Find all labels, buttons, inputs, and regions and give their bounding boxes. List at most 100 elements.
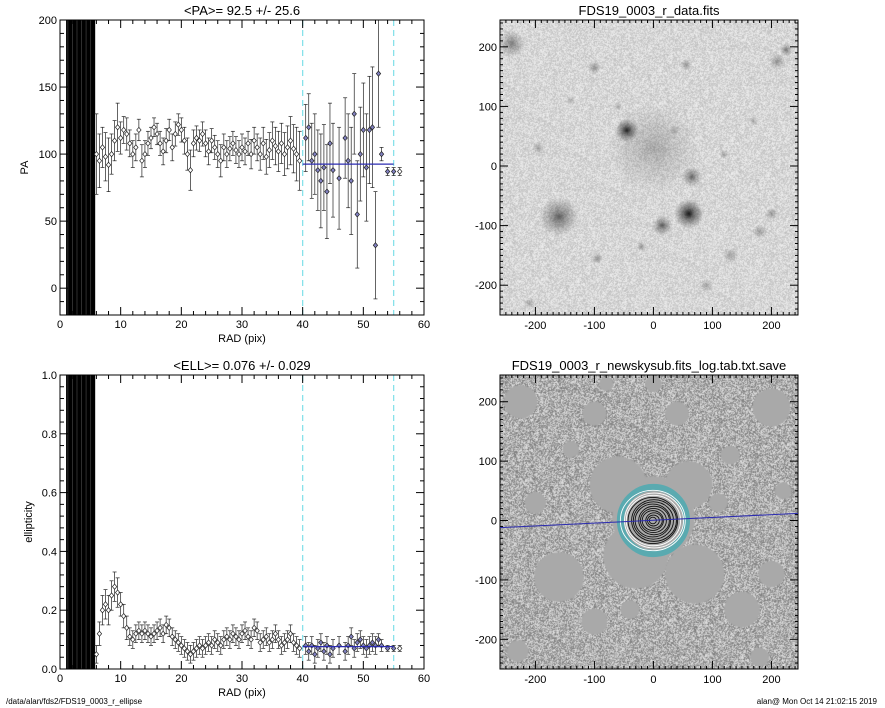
data-point — [218, 157, 224, 164]
data-point — [230, 140, 236, 147]
x-tick-label: 40 — [297, 673, 309, 685]
data-point — [178, 126, 184, 134]
data-point — [133, 630, 139, 637]
data-point — [312, 150, 318, 158]
y-tick-label: 1.0 — [42, 370, 57, 382]
x-tick-label: -200 — [524, 320, 546, 332]
data-point — [184, 648, 191, 655]
data-point — [181, 137, 188, 144]
data-point — [130, 150, 136, 158]
data-point — [378, 150, 385, 158]
data-point — [257, 639, 263, 646]
isophote-ellipse — [625, 494, 682, 547]
y-tick-label: 0.6 — [42, 488, 57, 500]
data-point — [293, 642, 300, 649]
isophote-ellipse — [634, 503, 671, 538]
data-point — [154, 130, 160, 138]
data-point — [121, 126, 127, 134]
data-point — [145, 630, 151, 637]
x-tick-label: 60 — [418, 673, 430, 685]
data-point — [224, 633, 230, 640]
x-tick-label: 100 — [703, 674, 721, 686]
data-point — [342, 648, 348, 655]
data-point — [145, 140, 151, 147]
y-tick-label: 0 — [491, 516, 497, 528]
data-point — [175, 121, 181, 128]
x-tick-label: -100 — [583, 320, 605, 332]
x-tick-label: 200 — [762, 320, 780, 332]
data-point — [111, 583, 118, 590]
data-point — [136, 627, 142, 634]
data-point — [348, 633, 354, 640]
data-point — [366, 642, 373, 649]
data-point — [163, 137, 169, 144]
data-point — [148, 134, 154, 142]
data-point — [236, 636, 242, 643]
data-point — [245, 633, 251, 640]
x-tick-label: 30 — [236, 673, 248, 685]
data-point — [108, 592, 115, 599]
x-tick-label: 0 — [57, 673, 63, 685]
image-title: FDS19_0003_r_newskysub.fits_log.tab.txt.… — [512, 358, 787, 373]
data-point — [142, 627, 148, 634]
plot-title: <ELL>= 0.076 +/- 0.029 — [173, 358, 310, 373]
data-point — [330, 167, 336, 174]
footer-user-timestamp: alan@ Mon Oct 14 21:02:15 2019 — [756, 697, 877, 706]
data-point — [306, 648, 312, 655]
data-point — [281, 150, 288, 158]
data-point — [306, 124, 312, 131]
data-point — [209, 642, 215, 649]
data-point — [357, 150, 363, 158]
y-tick-label: 100 — [39, 149, 57, 161]
data-point — [236, 150, 242, 158]
data-point — [287, 630, 294, 637]
y-tick-label: 200 — [39, 15, 57, 27]
data-point — [142, 150, 148, 158]
data-point — [169, 144, 175, 151]
data-point — [230, 630, 236, 637]
data-point — [114, 124, 121, 131]
isophote-ellipse — [631, 499, 677, 542]
y-tick-label: 150 — [39, 82, 57, 94]
data-point — [251, 137, 257, 144]
data-point — [172, 130, 178, 138]
y-tick-label: 100 — [479, 101, 497, 113]
data-point — [315, 167, 321, 174]
data-point — [102, 153, 109, 160]
data-point — [375, 70, 382, 77]
data-point — [348, 177, 354, 185]
x-tick-label: 60 — [418, 319, 430, 331]
data-point — [196, 137, 203, 144]
y-tick-label: -100 — [475, 575, 497, 587]
data-point — [127, 140, 133, 147]
data-point — [293, 150, 300, 158]
data-point — [375, 636, 382, 643]
data-point — [391, 168, 397, 175]
data-point — [369, 124, 376, 131]
data-point — [245, 140, 251, 147]
x-tick-label: 0 — [650, 320, 656, 332]
data-point — [221, 636, 227, 643]
data-point — [233, 146, 239, 154]
y-tick-label: -100 — [475, 221, 497, 233]
data-point — [118, 134, 124, 142]
data-point — [351, 110, 357, 118]
y-tick-label: 200 — [479, 42, 497, 54]
data-point — [397, 645, 403, 652]
x-tick-label: 30 — [236, 319, 248, 331]
data-point — [205, 639, 212, 646]
data-point — [148, 633, 154, 640]
data-point — [290, 639, 297, 646]
x-tick-label: -100 — [583, 674, 605, 686]
data-point — [269, 636, 275, 643]
data-point — [96, 630, 103, 637]
data-point — [363, 164, 370, 171]
data-point — [105, 607, 112, 614]
data-point — [169, 633, 175, 640]
data-point — [278, 140, 285, 147]
data-point — [321, 164, 327, 171]
data-point — [136, 126, 142, 134]
data-point — [263, 153, 269, 160]
data-point — [260, 636, 266, 643]
